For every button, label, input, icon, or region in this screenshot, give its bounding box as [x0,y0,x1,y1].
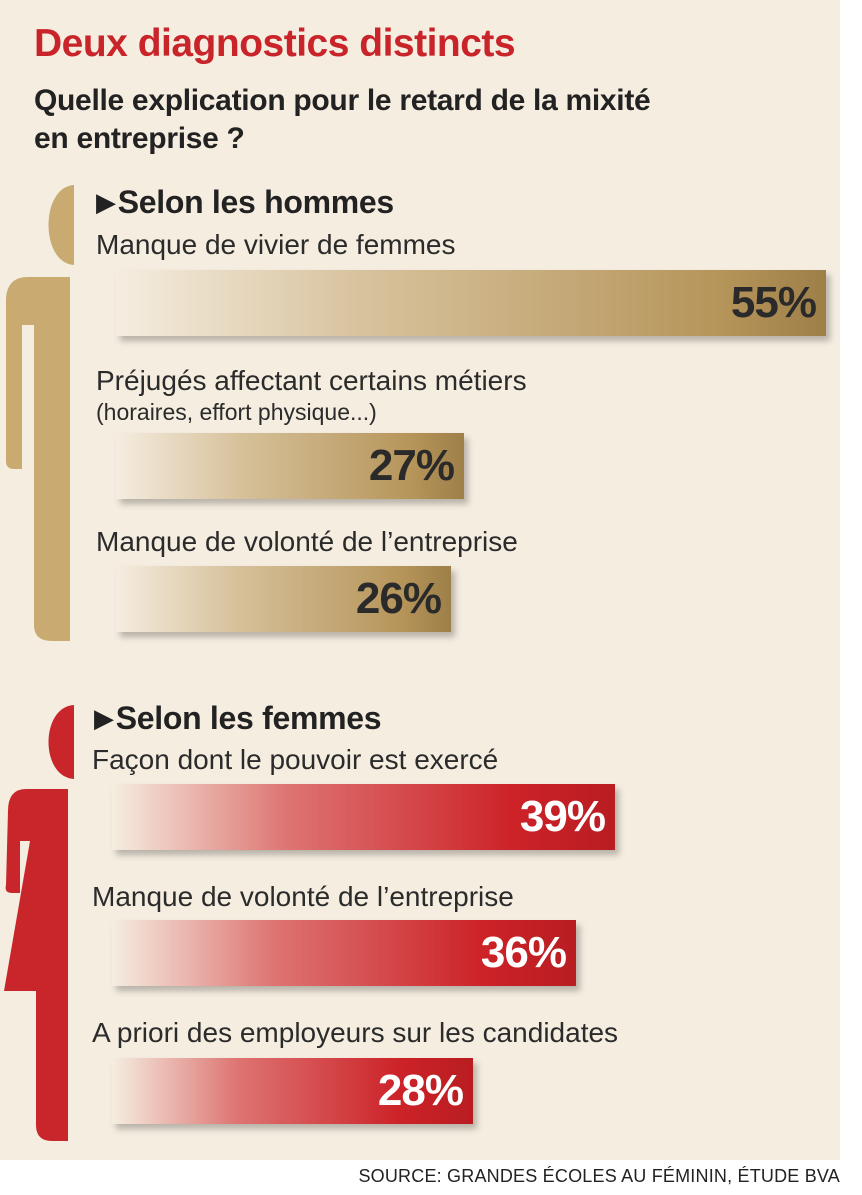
category-label: Manque de volonté de l’entreprise [92,881,514,912]
category-note: (horaires, effort physique...) [96,399,377,425]
bar-women-1: 36% [112,920,576,986]
section-title-men: Selon les hommes [117,184,394,220]
triangle-right-icon: ▶ [94,703,114,733]
category-label: Préjugés affectant certains métiers [96,365,527,396]
chart-subtitle-line2: en entreprise ? [34,122,245,155]
bar-women-2: 28% [112,1058,473,1124]
bar-value-label: 26% [355,574,442,623]
category-label: Manque de volonté de l’entreprise [96,526,518,557]
bar-women-0: 39% [112,784,615,850]
bar-value-label: 39% [519,792,606,841]
bar-value-label: 28% [377,1066,464,1115]
chart-title: Deux diagnostics distincts [34,22,516,65]
category-label: Façon dont le pouvoir est exercé [92,744,499,775]
source-credit: SOURCE: GRANDES ÉCOLES AU FÉMININ, ÉTUDE… [358,1166,840,1186]
infographic-panel: Deux diagnostics distincts Quelle explic… [0,0,840,1160]
bar-men-1: 27% [116,433,464,499]
bar-men-0: 55% [116,270,826,336]
section-title-women: Selon les femmes [115,700,382,736]
bar-value-label: 27% [368,441,455,490]
chart-subtitle-line1: Quelle explication pour le retard de la … [34,84,651,117]
category-label: A priori des employeurs sur les candidat… [92,1017,619,1048]
man-silhouette-icon [6,185,74,641]
woman-silhouette-icon [4,705,74,1141]
bar-men-2: 26% [116,566,451,632]
category-label: Manque de vivier de femmes [96,229,456,260]
section-label-women: ▶Selon les femmes [94,700,382,736]
bar-value-label: 36% [480,928,567,977]
triangle-right-icon: ▶ [96,187,116,217]
section-label-men: ▶Selon les hommes [96,186,394,218]
bar-value-label: 55% [730,278,817,327]
